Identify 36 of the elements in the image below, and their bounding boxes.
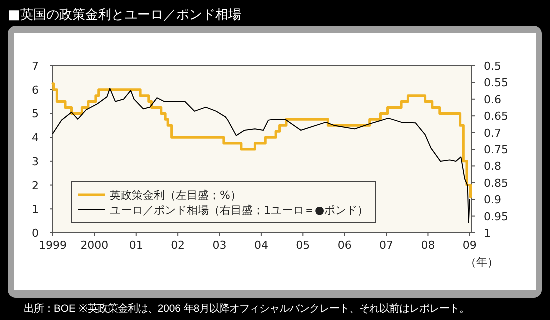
line-series <box>52 88 470 224</box>
y2-tick-label: 0.55 <box>484 76 508 90</box>
y-tick-label: 4 <box>32 132 39 145</box>
x-tick-label: 04 <box>254 239 268 252</box>
y2-tick-label: 0.75 <box>484 144 508 156</box>
y-tick-label: 6 <box>32 84 39 97</box>
y-tick-label: 5 <box>32 108 39 121</box>
x-tick-label: 05 <box>296 239 310 252</box>
x-tick-label: 02 <box>171 239 186 252</box>
x-tick-label: 03 <box>212 239 227 252</box>
y-tick-label: 0 <box>32 227 39 240</box>
x-tick-label: 09 <box>462 239 477 252</box>
x-tick-label: 1999 <box>39 239 67 252</box>
y2-tick-label: 0.85 <box>484 176 508 190</box>
y2-tick-label: 0.7 <box>484 126 502 140</box>
y2-tick-label: 0.5 <box>484 60 502 73</box>
x-tick-label: 06 <box>338 239 352 252</box>
y2-tick-label: 0.6 <box>484 93 502 106</box>
x-tick-label: 07 <box>380 239 394 252</box>
y-tick-label: 3 <box>32 155 39 168</box>
y-tick-label: 1 <box>32 203 39 216</box>
text: 出所：BOE ※英政策金利は、2006 年8月以降オフィシャルバンクレート、それ以前はレポレート。 <box>24 303 470 315</box>
y2-tick-label: 0.95 <box>484 210 508 224</box>
y2-tick-label: 0.8 <box>484 160 502 174</box>
y2-tick-label: 0.9 <box>484 194 502 207</box>
chart-title: ■英国の政策金利とユーロ／ポンド相場 <box>8 8 242 23</box>
y2-tick-label: 0.65 <box>484 110 508 124</box>
legend-label: 英政策金利（左目盛；%） <box>110 189 242 202</box>
y-tick-label: 7 <box>32 60 39 73</box>
y2-tick-label: 1 <box>484 227 491 240</box>
y-tick-label: 2 <box>32 179 39 192</box>
x-tick-label: 01 <box>129 239 144 252</box>
legend-label: ユーロ／ポンド相場（右目盛；1ユーロ＝●ポンド） <box>110 204 369 217</box>
x-tick-label: 08 <box>421 239 436 252</box>
x-tick-label: 2000 <box>80 239 109 252</box>
x-axis-title: （年） <box>466 256 498 269</box>
